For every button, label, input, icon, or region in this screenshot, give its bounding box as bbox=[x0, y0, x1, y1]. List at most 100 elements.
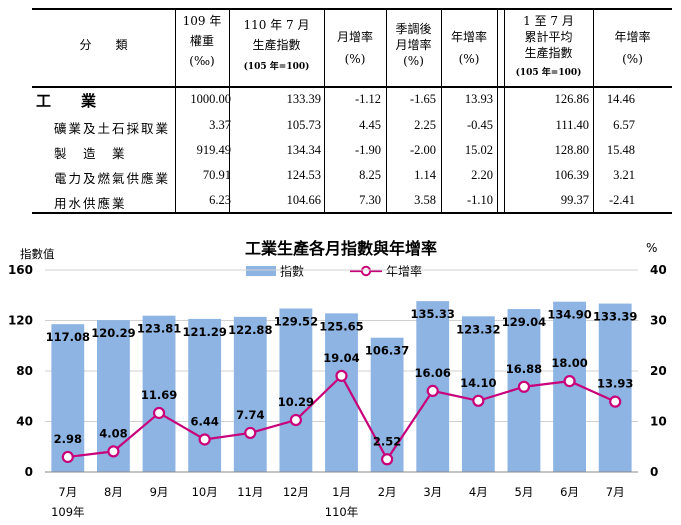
legend: 指數 年增率 bbox=[246, 264, 422, 279]
cell-ytd-yoy: 15.48 bbox=[606, 143, 635, 157]
bar-value-label: 129.52 bbox=[274, 314, 318, 328]
yoy-value-label: 14.10 bbox=[460, 376, 496, 390]
bar-value-label: 106.37 bbox=[365, 344, 409, 358]
table-divider bbox=[229, 8, 230, 214]
header-index: 110 年 7 月 生產指數 (105 年=100) bbox=[243, 18, 310, 72]
bar-value-label: 120.29 bbox=[91, 326, 135, 340]
cell-yoy: 15.02 bbox=[464, 143, 493, 157]
chart-title: 工業生產各月指數與年增率 bbox=[245, 239, 437, 258]
yoy-value-label: 2.98 bbox=[54, 432, 82, 446]
cell-sa-mom: -2.00 bbox=[409, 143, 436, 157]
bar bbox=[51, 324, 85, 472]
yoy-value-label: 2.52 bbox=[373, 434, 401, 448]
y-right-tick-label: 10 bbox=[650, 415, 667, 429]
x-tick-label: 7月 bbox=[58, 485, 77, 499]
cell-ytd-yoy: 6.57 bbox=[613, 118, 635, 132]
yoy-value-label: 4.08 bbox=[99, 426, 127, 440]
x-tick-label: 12月 bbox=[283, 485, 309, 499]
yoy-value-label: 11.69 bbox=[141, 388, 177, 402]
legend-bar-label: 指數 bbox=[280, 264, 304, 279]
table-divider bbox=[497, 8, 498, 214]
cell-mom: 7.30 bbox=[359, 193, 381, 207]
table-divider bbox=[593, 8, 594, 214]
bar-value-label: 129.04 bbox=[502, 315, 546, 329]
bar bbox=[370, 337, 404, 472]
header-mom: 月增率 (%) bbox=[336, 30, 373, 66]
yoy-point bbox=[244, 426, 257, 440]
row-label: 工 業 bbox=[36, 92, 97, 110]
cell-sa-mom: 1.14 bbox=[414, 168, 436, 182]
y-left-axis-label: 指數值 bbox=[20, 247, 55, 261]
bar bbox=[188, 318, 222, 472]
yoy-point bbox=[426, 384, 439, 397]
x-tick-label: 6月 bbox=[560, 485, 579, 499]
x-tick-label: 4月 bbox=[469, 485, 488, 499]
legend-bar-swatch bbox=[246, 266, 276, 276]
row-label: 用水供應業 bbox=[54, 196, 127, 211]
cell-ytd-index: 128.80 bbox=[554, 143, 589, 157]
cell-index: 124.53 bbox=[286, 168, 321, 182]
table-divider bbox=[324, 8, 325, 214]
yoy-value-label: 16.06 bbox=[415, 366, 451, 380]
cell-sa-mom: -1.65 bbox=[409, 92, 436, 106]
cell-index: 105.73 bbox=[286, 118, 321, 132]
cell-weight: 70.91 bbox=[202, 168, 231, 182]
y-right-tick-label: 30 bbox=[650, 314, 667, 328]
yoy-value-label: 7.74 bbox=[236, 408, 264, 422]
yoy-value-label: 10.29 bbox=[278, 395, 314, 409]
x-tick-label: 9月 bbox=[150, 485, 169, 499]
y-right-tick-label: 40 bbox=[650, 263, 667, 277]
header-weight: 109 年 權重 (‰) bbox=[182, 14, 222, 68]
y-left-tick-label: 40 bbox=[16, 415, 33, 429]
cell-sa-mom: 3.58 bbox=[414, 193, 436, 207]
yoy-value-label: 13.93 bbox=[597, 377, 633, 391]
header-sa-mom: 季調後 月增率 (%) bbox=[395, 22, 432, 68]
bar bbox=[142, 315, 176, 472]
cell-ytd-index: 99.37 bbox=[560, 193, 589, 207]
axes: 0 40 80 120 160 0 10 20 30 40 7月 8月 9月 10月 11月 12月 1月 2月 3… bbox=[8, 263, 667, 519]
bar-value-label: 123.32 bbox=[456, 322, 500, 336]
table-divider bbox=[441, 8, 442, 214]
cell-yoy: -1.10 bbox=[466, 193, 493, 207]
yoy-value-label: 16.88 bbox=[506, 362, 542, 376]
cell-index: 133.39 bbox=[286, 92, 321, 106]
cell-index: 134.34 bbox=[286, 143, 321, 157]
x-tick-label: 11月 bbox=[237, 485, 263, 499]
cell-ytd-index: 126.86 bbox=[554, 92, 589, 106]
x-tick-label: 5月 bbox=[515, 485, 534, 499]
cell-mom: -1.12 bbox=[354, 92, 381, 106]
bar bbox=[598, 303, 632, 472]
cell-weight: 6.23 bbox=[209, 193, 231, 207]
cell-ytd-yoy: 3.21 bbox=[613, 168, 635, 182]
cell-weight: 1000.00 bbox=[190, 92, 231, 106]
yoy-point bbox=[289, 413, 302, 427]
cell-weight: 3.37 bbox=[209, 118, 231, 132]
cell-ytd-index: 111.40 bbox=[555, 118, 589, 132]
statistics-table: 分 類 109 年 權重 (‰) 110 年 7 月 生產指數 (105 年=1… bbox=[32, 0, 672, 218]
legend-line-marker bbox=[360, 265, 372, 277]
table-header-rule bbox=[32, 86, 672, 88]
bar bbox=[325, 313, 358, 472]
line-series bbox=[61, 369, 622, 466]
header-category: 分 類 bbox=[79, 38, 128, 52]
header-ytd-index: 1 至 7 月 累計平均 生產指數 (105 年=100) bbox=[515, 14, 582, 78]
table-top-rule bbox=[32, 8, 672, 10]
yoy-value-label: 18.00 bbox=[551, 356, 587, 370]
cell-mom: 4.45 bbox=[359, 118, 381, 132]
bar-value-label: 125.65 bbox=[319, 319, 363, 333]
cell-ytd-yoy: -2.41 bbox=[608, 193, 635, 207]
bar bbox=[279, 308, 313, 472]
bar-value-label: 122.88 bbox=[228, 323, 272, 337]
yoy-point bbox=[381, 453, 394, 466]
cell-index: 104.66 bbox=[286, 193, 321, 207]
yoy-point bbox=[61, 450, 74, 464]
bar-value-label: 135.33 bbox=[411, 307, 455, 321]
bar-value-label: 133.39 bbox=[593, 310, 637, 324]
x-tick-label: 10月 bbox=[192, 485, 218, 499]
bar bbox=[461, 316, 495, 472]
yoy-point bbox=[472, 394, 485, 407]
x-tick-label: 8月 bbox=[104, 485, 123, 499]
header-ytd-yoy: 年增率 (%) bbox=[614, 30, 651, 66]
row-label: 製 造 業 bbox=[54, 146, 127, 161]
